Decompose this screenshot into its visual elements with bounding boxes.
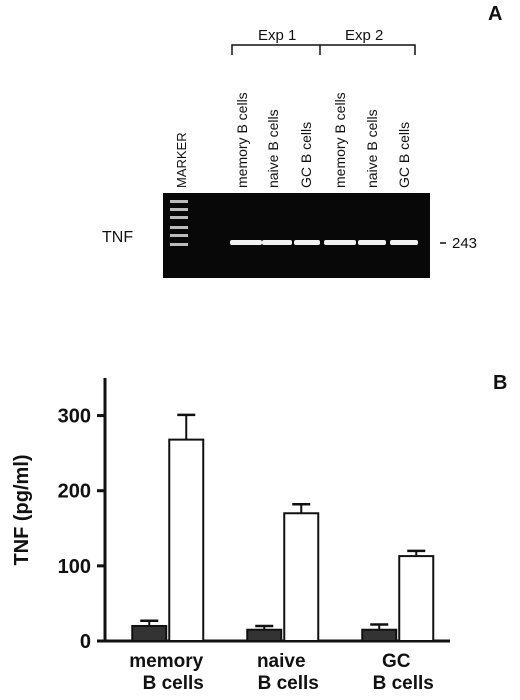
lane-label: memory B cells [332,92,348,188]
size-label: 243 [452,235,477,252]
y-axis-label: TNF (pg/ml) [11,454,33,565]
x-tick-label: GC [382,651,411,672]
panel-label: A [488,3,502,25]
gel-bands [230,240,418,245]
exp-label: Exp 1 [258,27,296,44]
bar [168,438,205,643]
y-tick-label: 0 [80,631,91,653]
bar [361,628,398,643]
lane-label: naive B cells [265,109,281,188]
bar [398,555,435,642]
bar [246,628,283,643]
gel [163,193,430,278]
y-tick-label: 200 [58,481,91,503]
x-tick-label: B cells [143,673,204,694]
bar [283,512,320,642]
exp-label: Exp 2 [345,27,383,44]
x-tick-label: B cells [258,673,319,694]
lane-label: GC B cells [396,122,412,188]
panel-label: B [493,372,507,394]
lane-label: memory B cells [234,92,250,188]
marker-bands [170,200,188,246]
x-tick-label: B cells [373,673,434,694]
x-tick-label: naive [257,651,306,672]
y-tick-label: 300 [58,406,91,428]
y-tick-label: 100 [58,556,91,578]
bar [131,624,168,643]
gene-label: TNF [102,229,133,246]
lane-label: naive B cells [364,109,380,188]
bracket [231,44,416,55]
x-tick-label: memory [129,651,203,672]
marker-label: MARKER [174,132,189,188]
lane-label: GC B cells [298,122,314,188]
